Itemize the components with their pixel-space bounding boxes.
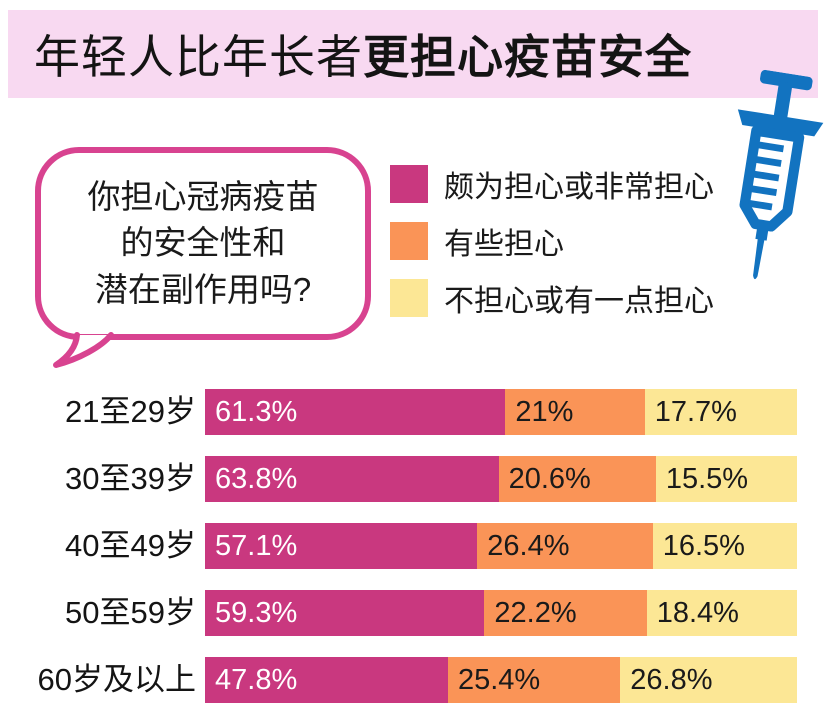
value-label: 63.8% — [215, 462, 298, 495]
value-label: 21% — [515, 395, 574, 428]
value-label: 16.5% — [662, 529, 745, 562]
bubble-line: 的安全性和 — [120, 224, 286, 262]
age-group-label: 60岁及以上 — [37, 662, 196, 697]
value-label: 47.8% — [215, 663, 298, 696]
age-group-label: 21至29岁 — [65, 394, 196, 429]
bar-segment-somewhat-worried: 21% — [505, 389, 645, 435]
legend-swatch-not-worried — [390, 279, 428, 317]
bar-segment-very-worried: 57.1% — [205, 523, 478, 569]
chart-row: 50至59岁 59.3% 22.2% 18.4% — [0, 590, 797, 636]
legend-label: 颇为担心或非常担心 — [444, 171, 714, 204]
value-label: 20.6% — [508, 462, 591, 495]
bar-segment-not-worried: 18.4% — [646, 590, 797, 636]
age-group-label: 40至49岁 — [65, 528, 196, 563]
bar-segment-somewhat-worried: 22.2% — [484, 590, 647, 636]
bubble-line: 你担心冠病疫苗 — [87, 178, 319, 216]
bar-segment-somewhat-worried: 26.4% — [477, 523, 653, 569]
legend-item-not-worried: 不担心或有一点担心 — [390, 278, 714, 318]
chart-row: 21至29岁 61.3% 21% 17.7% — [0, 389, 798, 435]
value-label: 15.5% — [665, 462, 749, 495]
stacked-bar: 59.3% 22.2% 18.4% — [205, 590, 797, 636]
stacked-bar: 61.3% 21% 17.7% — [205, 389, 798, 435]
chart-row: 40至49岁 57.1% 26.4% 16.5% — [0, 523, 797, 569]
value-label: 26.4% — [487, 529, 570, 562]
stacked-bar: 57.1% 26.4% 16.5% — [205, 523, 797, 569]
value-label: 61.3% — [215, 395, 298, 428]
legend-swatch-very-worried — [390, 165, 428, 203]
bar-segment-somewhat-worried: 25.4% — [447, 657, 621, 703]
title-normal: 年轻人比年长者 — [34, 31, 363, 83]
bubble-tail — [53, 332, 114, 368]
bar-segment-very-worried: 59.3% — [205, 590, 485, 636]
bar-segment-very-worried: 47.8% — [205, 657, 448, 703]
bar-segment-not-worried: 15.5% — [655, 456, 797, 502]
title-bold: 更担心疫苗安全 — [363, 31, 692, 83]
bar-segment-not-worried: 17.7% — [644, 389, 798, 435]
question-bubble: 你担心冠病疫苗 的安全性和 潜在副作用吗? — [35, 147, 371, 368]
bar-segment-not-worried: 26.8% — [620, 657, 797, 703]
stacked-bar: 47.8% 25.4% 26.8% — [205, 657, 797, 703]
value-label: 25.4% — [457, 663, 541, 696]
bar-segment-very-worried: 61.3% — [205, 389, 506, 435]
stacked-bar: 63.8% 20.6% 15.5% — [205, 456, 797, 502]
value-label: 18.4% — [656, 596, 739, 629]
legend-item-somewhat-worried: 有些担心 — [390, 221, 714, 261]
chart-row: 60岁及以上 47.8% 25.4% 26.8% — [0, 657, 797, 703]
bar-segment-very-worried: 63.8% — [205, 456, 499, 502]
bar-chart: 21至29岁 61.3% 21% 17.7% 30至39岁 63.8% 20.6… — [0, 389, 798, 715]
value-label: 59.3% — [215, 596, 298, 629]
legend-label: 不担心或有一点担心 — [444, 285, 714, 318]
bar-segment-not-worried: 16.5% — [652, 523, 797, 569]
legend-item-very-worried: 颇为担心或非常担心 — [390, 164, 714, 204]
age-group-label: 30至39岁 — [65, 461, 196, 496]
value-label: 22.2% — [494, 596, 577, 629]
value-label: 17.7% — [654, 395, 737, 428]
title-banner: 年轻人比年长者 更担心疫苗安全 — [8, 10, 818, 98]
legend-swatch-somewhat-worried — [390, 222, 428, 260]
bar-segment-somewhat-worried: 20.6% — [498, 456, 656, 502]
syringe-icon — [695, 64, 833, 301]
bubble-line: 潜在副作用吗? — [94, 270, 312, 308]
legend: 颇为担心或非常担心 有些担心 不担心或有一点担心 — [390, 164, 714, 335]
value-label: 26.8% — [630, 663, 713, 696]
chart-row: 30至39岁 63.8% 20.6% 15.5% — [0, 456, 797, 502]
age-group-label: 50至59岁 — [65, 595, 196, 630]
value-label: 57.1% — [215, 529, 298, 562]
legend-label: 有些担心 — [444, 228, 564, 261]
